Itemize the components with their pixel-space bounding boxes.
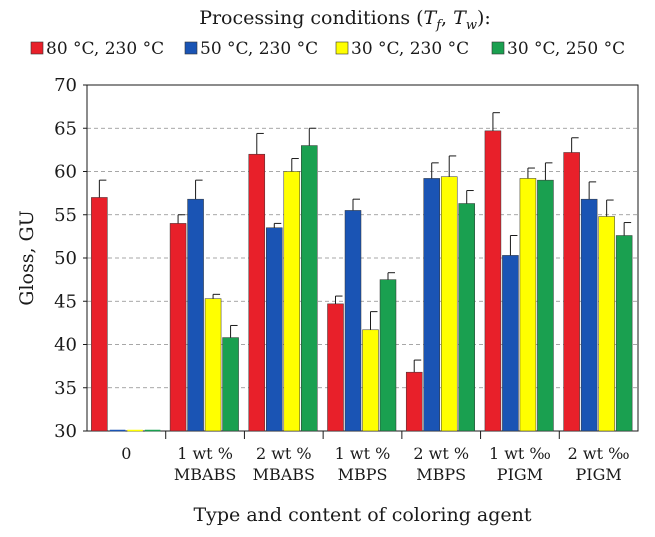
bar [615, 235, 633, 432]
bar [187, 198, 204, 432]
y-tick-label: 35 [54, 378, 77, 399]
y-tick-label: 30 [54, 421, 77, 442]
y-tick-label: 70 [54, 75, 77, 96]
bar [283, 171, 301, 432]
bar [563, 152, 580, 432]
bar [484, 130, 502, 432]
bar [405, 371, 423, 432]
x-category-label: MBABS [253, 465, 315, 484]
bar [266, 227, 283, 432]
x-category-label: 0 [121, 444, 131, 463]
bar [440, 176, 458, 432]
x-category-label: MBPS [338, 465, 388, 484]
bar [502, 255, 519, 432]
legend-label: 80 °C, 230 °C [46, 39, 164, 59]
y-tick-label: 65 [54, 118, 77, 139]
legend-title: Processing conditions (Tf, Tw): [199, 7, 491, 33]
x-category-label: MBABS [174, 465, 236, 484]
x-axis-title: Type and content of coloring agent [193, 504, 531, 526]
y-tick-label: 55 [54, 205, 77, 226]
bar [519, 178, 537, 432]
legend-swatch [491, 41, 505, 55]
x-category-label: 1 wt % [177, 444, 233, 463]
bar [458, 203, 475, 432]
bar [91, 197, 108, 432]
bar [301, 145, 318, 432]
y-tick-label: 60 [54, 162, 77, 183]
x-category-label: PIGM [497, 465, 543, 484]
x-category-label: 2 wt ‰ [568, 444, 630, 463]
legend-label: 30 °C, 230 °C [351, 39, 469, 59]
bar [379, 279, 397, 432]
bar [248, 153, 266, 432]
x-category-label: PIGM [576, 465, 622, 484]
legend-swatch [184, 41, 198, 55]
legend-label: 30 °C, 250 °C [507, 39, 625, 59]
bar [537, 179, 554, 432]
y-tick-label: 40 [54, 335, 77, 356]
x-category-label: 2 wt % [413, 444, 469, 463]
legend-label: 50 °C, 230 °C [200, 39, 318, 59]
x-category-label: 1 wt ‰ [489, 444, 551, 463]
bar [169, 223, 187, 432]
bar [580, 198, 598, 432]
bar [598, 216, 615, 432]
bar [222, 337, 239, 432]
bar [362, 329, 379, 432]
bar [423, 178, 440, 432]
bar [204, 298, 222, 432]
legend-swatch [30, 41, 44, 55]
y-tick-label: 45 [54, 291, 77, 312]
x-category-label: 2 wt % [256, 444, 312, 463]
bar [344, 210, 362, 432]
bar [327, 303, 344, 432]
y-tick-label: 50 [54, 248, 77, 269]
x-category-label: 1 wt % [335, 444, 391, 463]
y-axis-title: Gloss, GU [16, 210, 38, 305]
x-category-label: MBPS [416, 465, 466, 484]
legend-swatch [335, 41, 349, 55]
